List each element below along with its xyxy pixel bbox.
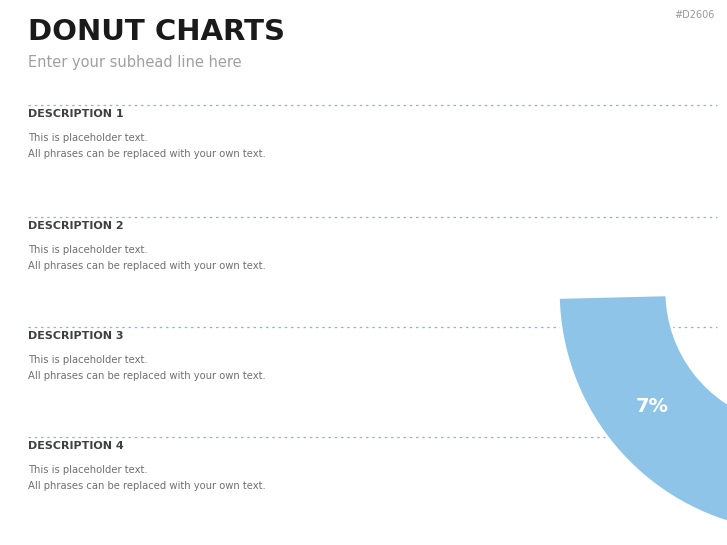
Text: DESCRIPTION 1: DESCRIPTION 1 [28, 109, 124, 119]
Text: All phrases can be replaced with your own text.: All phrases can be replaced with your ow… [28, 371, 266, 381]
Text: This is placeholder text.: This is placeholder text. [28, 465, 148, 475]
Text: DESCRIPTION 3: DESCRIPTION 3 [28, 331, 124, 341]
Text: DESCRIPTION 4: DESCRIPTION 4 [28, 441, 124, 451]
Text: This is placeholder text.: This is placeholder text. [28, 355, 148, 365]
Wedge shape [558, 295, 727, 524]
Text: This is placeholder text.: This is placeholder text. [28, 133, 148, 143]
Text: #D2606: #D2606 [675, 10, 715, 20]
Text: 7%: 7% [635, 397, 668, 416]
Text: DESCRIPTION 2: DESCRIPTION 2 [28, 221, 124, 231]
Text: This is placeholder text.: This is placeholder text. [28, 245, 148, 255]
Text: All phrases can be replaced with your own text.: All phrases can be replaced with your ow… [28, 149, 266, 159]
Text: Enter your subhead line here: Enter your subhead line here [28, 55, 241, 70]
Text: All phrases can be replaced with your own text.: All phrases can be replaced with your ow… [28, 261, 266, 271]
Text: DONUT CHARTS: DONUT CHARTS [28, 18, 285, 46]
Text: All phrases can be replaced with your own text.: All phrases can be replaced with your ow… [28, 481, 266, 491]
